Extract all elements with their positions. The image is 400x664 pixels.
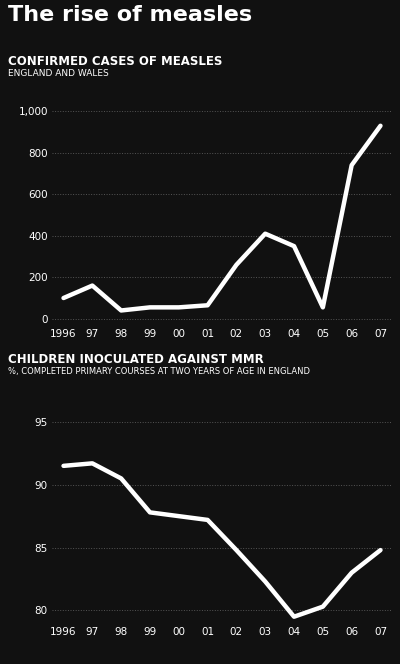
Text: ENGLAND AND WALES: ENGLAND AND WALES	[8, 69, 109, 78]
Text: The rise of measles: The rise of measles	[8, 5, 252, 25]
Text: CONFIRMED CASES OF MEASLES: CONFIRMED CASES OF MEASLES	[8, 55, 222, 68]
Text: CHILDREN INOCULATED AGAINST MMR: CHILDREN INOCULATED AGAINST MMR	[8, 353, 264, 366]
Text: %, COMPLETED PRIMARY COURSES AT TWO YEARS OF AGE IN ENGLAND: %, COMPLETED PRIMARY COURSES AT TWO YEAR…	[8, 367, 310, 376]
